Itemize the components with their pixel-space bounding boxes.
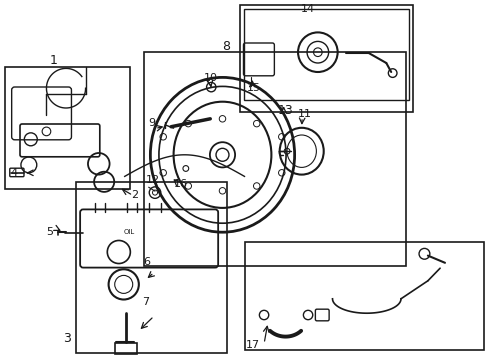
Bar	[243, 9, 408, 100]
Text: 12: 12	[145, 175, 160, 185]
Text: 15: 15	[246, 83, 260, 93]
Text: 10: 10	[203, 73, 217, 84]
Text: 14: 14	[301, 4, 315, 14]
Text: 2: 2	[131, 190, 138, 201]
Text: 9: 9	[148, 118, 156, 129]
Bar	[5, 67, 129, 189]
Bar	[244, 242, 483, 350]
Bar	[239, 5, 412, 112]
Text: 8: 8	[222, 40, 230, 53]
Text: 13: 13	[277, 104, 292, 117]
Text: 7: 7	[142, 297, 149, 307]
Text: 4: 4	[11, 168, 18, 178]
Text: OIL: OIL	[123, 229, 135, 235]
Text: 5: 5	[46, 227, 53, 237]
Text: 3: 3	[63, 332, 71, 345]
Text: 6: 6	[143, 257, 150, 267]
Text: 17: 17	[245, 340, 259, 350]
Bar	[115, 343, 137, 354]
Text: 11: 11	[298, 109, 312, 120]
Text: 1: 1	[50, 54, 58, 67]
Bar	[144, 52, 405, 266]
Text: 16: 16	[173, 179, 187, 189]
Bar	[76, 182, 227, 353]
